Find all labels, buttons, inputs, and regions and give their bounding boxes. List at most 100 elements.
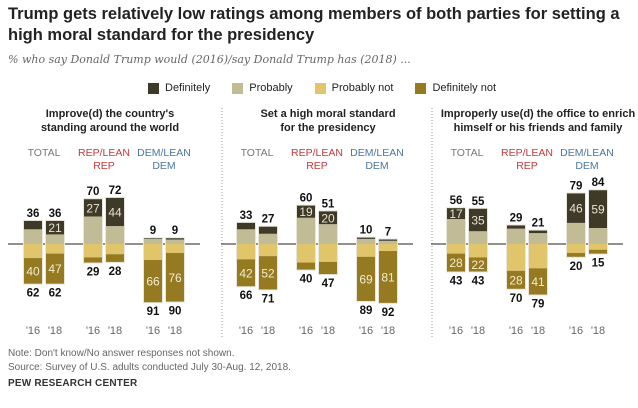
positive-total-label: 55 bbox=[472, 196, 485, 208]
definitely-label: 59 bbox=[591, 203, 605, 217]
bar-segment-definitely-not bbox=[379, 251, 397, 303]
year-label: '18 bbox=[531, 325, 545, 337]
bar-segment-probably-not bbox=[507, 244, 525, 271]
year-label: '16 bbox=[299, 325, 313, 337]
group-label: DEM bbox=[575, 160, 598, 172]
bar-segment-definitely-not bbox=[507, 270, 525, 289]
bar-segment-probably-not bbox=[297, 244, 315, 263]
positive-total-label: 60 bbox=[300, 193, 313, 205]
bar-segment-probably bbox=[589, 228, 607, 244]
positive-total-label: 7 bbox=[385, 227, 391, 239]
definitely-not-label: 66 bbox=[146, 275, 160, 289]
year-label: '18 bbox=[261, 325, 275, 337]
bar-segment-definitely bbox=[447, 208, 465, 220]
negative-total-label: 43 bbox=[450, 276, 463, 288]
positive-total-label: 70 bbox=[87, 186, 100, 198]
bar-segment-probably-not bbox=[237, 244, 255, 260]
definitely-label: 21 bbox=[48, 221, 62, 235]
bar-segment-definitely bbox=[297, 205, 315, 218]
bar-segment-definitely bbox=[24, 220, 42, 230]
year-label: '18 bbox=[108, 325, 122, 337]
bar-segment-definitely-not bbox=[589, 249, 607, 254]
bar-segment-definitely bbox=[106, 197, 124, 227]
bar-segment-probably-not bbox=[259, 244, 277, 257]
bar-segment-probably bbox=[237, 229, 255, 244]
positive-total-label: 9 bbox=[150, 225, 156, 237]
negative-total-label: 90 bbox=[169, 306, 182, 318]
group-label: REP bbox=[516, 160, 538, 172]
positive-total-label: 72 bbox=[109, 185, 122, 197]
bar-segment-definitely bbox=[84, 199, 102, 217]
bar-segment-probably-not bbox=[166, 244, 184, 253]
positive-total-label: 84 bbox=[592, 177, 605, 189]
positive-total-label: 9 bbox=[172, 225, 178, 237]
year-label: '18 bbox=[591, 325, 605, 337]
legend-swatch bbox=[232, 82, 244, 94]
panel-title: for the presidency bbox=[280, 122, 376, 134]
year-label: '16 bbox=[86, 325, 100, 337]
legend-swatch bbox=[148, 82, 159, 94]
definitely-not-label: 40 bbox=[26, 264, 40, 278]
bar-segment-probably-not bbox=[319, 244, 337, 262]
bar-segment-definitely bbox=[144, 238, 162, 239]
bar-segment-definitely-not bbox=[567, 252, 585, 257]
negative-total-label: 20 bbox=[570, 261, 583, 273]
definitely-not-label: 69 bbox=[359, 272, 373, 286]
definitely-label: 27 bbox=[86, 201, 100, 215]
year-label: '16 bbox=[239, 325, 253, 337]
note-text: Note: Don't know/No answer responses not… bbox=[8, 348, 235, 359]
legend-label: Definitely not bbox=[432, 82, 497, 94]
chart-title: Trump gets relatively low ratings among … bbox=[8, 5, 620, 44]
legend-label: Probably not bbox=[331, 82, 394, 94]
source-text: Source: Survey of U.S. adults conducted … bbox=[8, 362, 291, 373]
definitely-not-label: 47 bbox=[48, 262, 62, 276]
positive-total-label: 51 bbox=[322, 198, 335, 210]
year-label: '16 bbox=[509, 325, 523, 337]
positive-total-label: 29 bbox=[510, 212, 523, 224]
bar-segment-definitely bbox=[469, 208, 487, 232]
bar-segment-probably bbox=[529, 233, 547, 244]
group-label: REP bbox=[306, 160, 328, 172]
bar-segment-definitely-not bbox=[46, 253, 64, 284]
group-label: DEM/LEAN bbox=[350, 147, 404, 159]
definitely-label: 35 bbox=[471, 214, 485, 228]
bar-segment-definitely bbox=[507, 225, 525, 229]
negative-total-label: 89 bbox=[360, 305, 373, 317]
negative-total-label: 40 bbox=[300, 274, 313, 286]
bar-segment-definitely-not bbox=[469, 257, 487, 272]
year-label: '18 bbox=[48, 325, 62, 337]
negative-total-label: 92 bbox=[382, 307, 395, 319]
bar-segment-probably bbox=[46, 234, 64, 244]
bar-segment-probably-not bbox=[589, 244, 607, 250]
bar-segment-definitely bbox=[589, 190, 607, 228]
definitely-not-label: 76 bbox=[168, 271, 182, 285]
definitely-not-label: 81 bbox=[381, 270, 395, 284]
definitely-label: 44 bbox=[108, 206, 122, 220]
bar-segment-definitely bbox=[529, 230, 547, 234]
legend-item-probably: Probably bbox=[232, 82, 293, 94]
chart-subtitle: % who say Donald Trump would (2016)/say … bbox=[8, 53, 411, 66]
year-label: '16 bbox=[569, 325, 583, 337]
group-label: REP/LEAN bbox=[78, 147, 130, 159]
negative-total-label: 79 bbox=[532, 299, 545, 311]
year-label: '18 bbox=[381, 325, 395, 337]
bar-segment-definitely bbox=[357, 237, 375, 239]
bar-segment-definitely-not bbox=[237, 259, 255, 287]
bar-segment-probably bbox=[567, 222, 585, 244]
bar-segment-probably bbox=[357, 238, 375, 244]
bar-segment-probably-not bbox=[567, 244, 585, 253]
bar-segment-probably-not bbox=[84, 244, 102, 258]
group-label: DEM bbox=[152, 160, 175, 172]
bar-segment-probably-not bbox=[379, 244, 397, 252]
positive-total-label: 27 bbox=[262, 214, 275, 226]
group-label: DEM/LEAN bbox=[137, 147, 191, 159]
bar-segment-definitely bbox=[379, 239, 397, 241]
bar-segment-probably bbox=[166, 239, 184, 244]
definitely-not-label: 28 bbox=[509, 273, 523, 287]
group-label: DEM bbox=[365, 160, 388, 172]
bar-segment-probably-not bbox=[46, 244, 64, 254]
bar-segment-definitely bbox=[319, 211, 337, 225]
negative-total-label: 70 bbox=[510, 293, 523, 305]
bar-segment-probably-not bbox=[357, 244, 375, 257]
